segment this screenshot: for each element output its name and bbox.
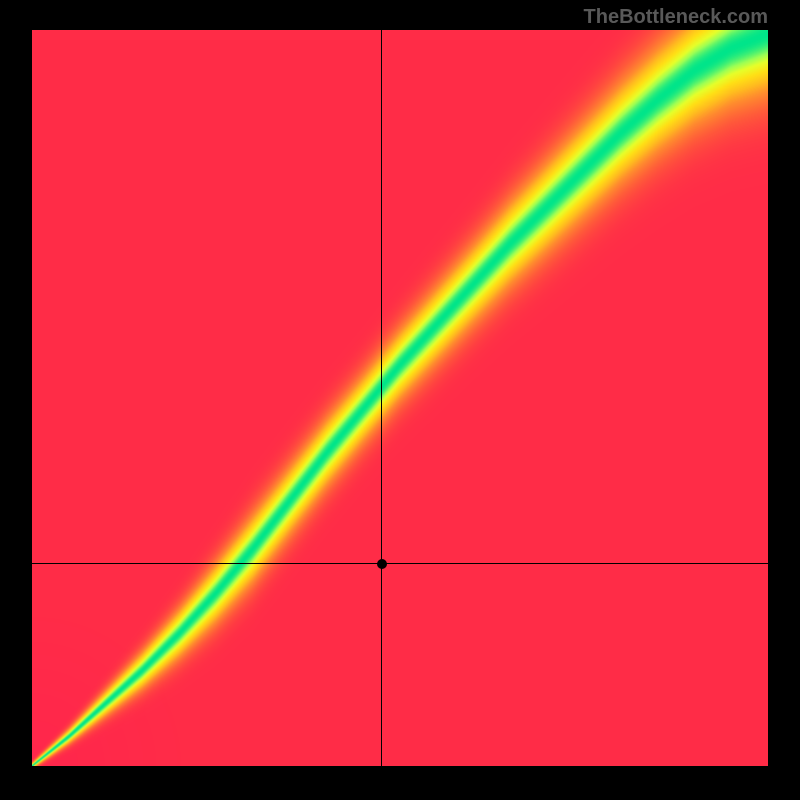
crosshair-vertical (381, 30, 382, 766)
data-point-marker (377, 559, 387, 569)
crosshair-horizontal (32, 563, 768, 564)
chart-container: TheBottleneck.com (0, 0, 800, 800)
watermark: TheBottleneck.com (584, 6, 768, 29)
heatmap-canvas (32, 30, 768, 766)
plot-area (32, 30, 768, 766)
